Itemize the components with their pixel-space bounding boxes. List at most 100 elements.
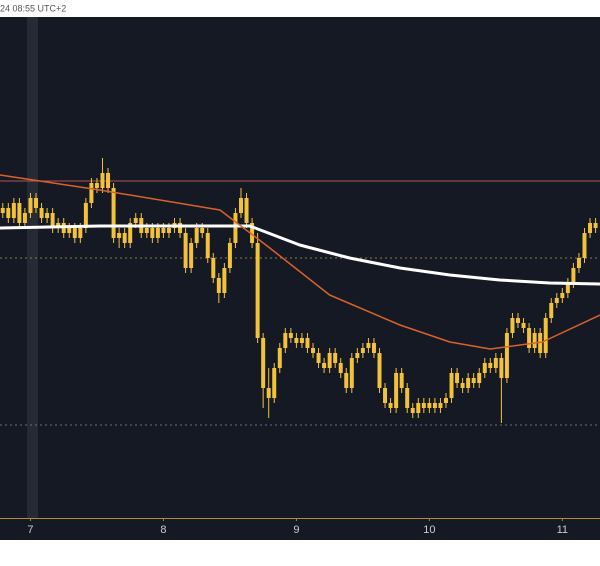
candle-body [360,348,365,353]
candle-body [261,338,266,388]
candle-body [338,363,343,373]
candle-body [327,353,332,368]
candle-body [438,403,443,408]
x-tick-label: 8 [160,524,166,536]
candle-body [488,363,493,368]
candle-body [272,368,277,398]
candle-body [216,278,221,293]
candle-body [355,353,360,358]
candle-body [521,323,526,328]
candle-body [504,333,509,378]
candle-body [510,318,515,333]
x-tick-label: 10 [423,524,435,536]
candle-body [161,228,166,233]
candle-body [194,228,199,243]
candle-body [227,243,232,268]
candle-body [383,388,388,403]
candle-body [421,403,426,408]
header-bar [0,0,600,17]
candle-body [322,363,327,368]
candle-body [349,358,354,388]
candle-body [17,203,22,223]
candle-body [106,173,111,188]
candle-body [366,343,371,348]
candle-body [344,373,349,388]
chart-layer: 7 8 9 10 11 [0,158,600,536]
candle-body [543,318,548,353]
candle-body [266,388,271,398]
candle-body [283,333,288,348]
candle-body [593,223,598,228]
candle-body [277,348,282,368]
candle-body [516,318,520,323]
candle-body [410,408,415,413]
candle-body [250,223,255,243]
moving-average [0,224,600,286]
candle-body [477,373,482,383]
x-tick-label: 7 [27,524,33,536]
candle-body [371,343,376,353]
moving-average [0,174,600,350]
candle-body [45,213,50,218]
candle-body [405,388,410,408]
candle-body [117,233,122,238]
candle-body [255,243,260,338]
candle-body [205,233,210,258]
candle-body [233,213,238,243]
candle-body [183,233,188,268]
candle-body [178,223,183,233]
candle-body [305,338,310,348]
candle-body [443,398,448,403]
chart-title: 24 08:55 UTC+2 [0,3,66,13]
candle-body [449,373,454,398]
candle-body [39,208,44,218]
candle-body [532,333,537,348]
candle-body [377,353,382,388]
candle-body [67,228,72,233]
candle-body [166,228,171,233]
candle-body [416,403,421,413]
candle-body [239,198,243,213]
candle-body [427,403,432,408]
candle-body [432,403,437,408]
candle-body [588,223,593,233]
candle-body [200,228,205,233]
candle-body [244,198,249,223]
candle-body [333,353,338,363]
candle-body [576,258,581,268]
candle-body [288,333,293,338]
candle-body [482,363,487,373]
candle-body [299,338,304,343]
candle-body [460,383,465,388]
candle-body [11,203,16,218]
candle-body [455,373,460,383]
candle-body [549,303,554,318]
candle-body [83,203,88,228]
candle-body [50,213,55,228]
candle-body [100,173,105,188]
candle-body [493,358,498,368]
candle-body [28,198,33,213]
session-band [27,17,38,518]
candle-body [399,373,404,388]
candle-body [316,353,321,363]
candle-body [466,378,471,388]
candle-body [34,198,39,208]
candle-body [394,373,399,408]
candle-body [0,208,5,213]
candle-body [155,228,160,238]
candle-body [565,283,570,293]
candle-body [388,403,393,408]
candle-body [222,268,227,293]
candle-body [22,213,27,223]
candle-body [560,293,565,298]
candle-body [554,298,559,303]
plot-area [0,17,600,518]
candle-body [144,228,149,233]
x-tick-label: 11 [557,524,568,536]
candle-body [133,218,138,223]
x-axis-strip [0,518,600,540]
candle-body [6,208,11,218]
